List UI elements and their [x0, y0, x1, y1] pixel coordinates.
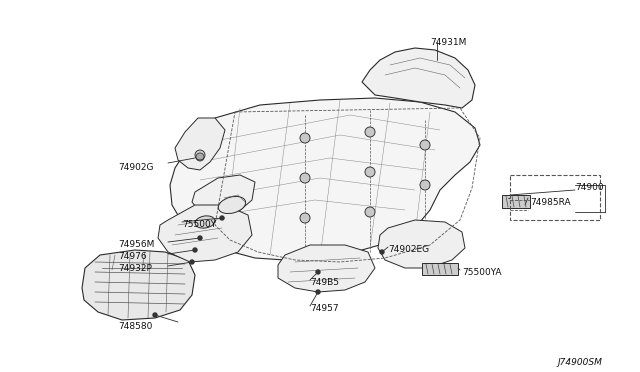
Ellipse shape	[218, 196, 246, 214]
Text: 74900: 74900	[575, 183, 604, 192]
Circle shape	[300, 133, 310, 143]
Circle shape	[420, 140, 430, 150]
Circle shape	[380, 250, 384, 254]
Circle shape	[316, 290, 320, 294]
Circle shape	[153, 313, 157, 317]
Polygon shape	[378, 220, 465, 268]
Circle shape	[220, 216, 224, 220]
Circle shape	[193, 248, 197, 252]
Circle shape	[196, 153, 204, 161]
Text: 74902EG: 74902EG	[388, 245, 429, 254]
Circle shape	[420, 180, 430, 190]
Text: 75500Y: 75500Y	[182, 220, 216, 229]
Text: 74985RA: 74985RA	[530, 198, 571, 207]
Circle shape	[198, 236, 202, 240]
Text: 75500YA: 75500YA	[462, 268, 502, 277]
Polygon shape	[362, 48, 475, 108]
Text: J74900SM: J74900SM	[557, 358, 602, 367]
Polygon shape	[175, 118, 225, 170]
Circle shape	[316, 270, 320, 274]
Circle shape	[365, 207, 375, 217]
Polygon shape	[278, 245, 375, 292]
Circle shape	[195, 150, 205, 160]
Circle shape	[300, 213, 310, 223]
Bar	[510, 175, 600, 220]
Polygon shape	[158, 205, 252, 262]
Text: 74957: 74957	[310, 304, 339, 313]
Text: 74902G: 74902G	[118, 163, 154, 172]
Circle shape	[300, 173, 310, 183]
Polygon shape	[502, 195, 530, 208]
Text: 74931M: 74931M	[430, 38, 467, 47]
Text: 74932P: 74932P	[118, 264, 152, 273]
Polygon shape	[170, 98, 480, 260]
Polygon shape	[422, 263, 458, 275]
Polygon shape	[192, 175, 255, 218]
Polygon shape	[82, 250, 195, 320]
Circle shape	[365, 167, 375, 177]
Text: 74956M: 74956M	[118, 240, 154, 249]
Text: 749B5: 749B5	[310, 278, 339, 287]
Circle shape	[365, 127, 375, 137]
Circle shape	[190, 260, 194, 264]
Ellipse shape	[195, 216, 215, 228]
Text: 74976: 74976	[118, 252, 147, 261]
Text: 748580: 748580	[118, 322, 152, 331]
